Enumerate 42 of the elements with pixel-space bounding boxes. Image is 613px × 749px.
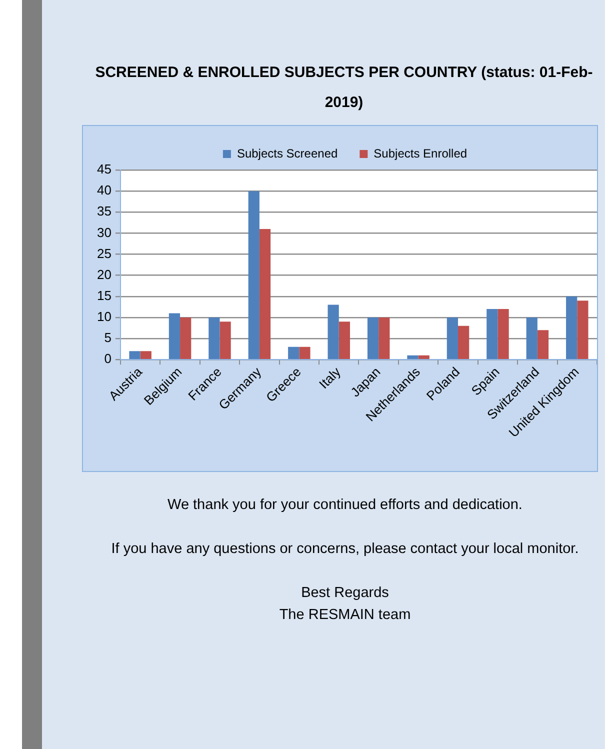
- y-tick-label: 45: [96, 162, 112, 177]
- bar: [566, 296, 578, 359]
- y-tick-label: 5: [104, 330, 112, 346]
- bar: [418, 355, 430, 359]
- legend-label: Subjects Screened: [236, 146, 338, 160]
- text: The RESMAIN team: [278, 606, 412, 625]
- bar: [208, 317, 220, 359]
- bar: [378, 317, 390, 359]
- text: Best Regards: [300, 584, 390, 603]
- bar: [486, 309, 498, 359]
- bar: [407, 355, 418, 359]
- x-tick-label: Italy: [316, 364, 344, 392]
- bar: [458, 326, 470, 359]
- chart-title: SCREENED & ENROLLED SUBJECTS PER COUNTRY (status: 01-Feb-2019): [94, 63, 594, 113]
- bar: [248, 191, 260, 359]
- y-tick-label: 0: [104, 351, 112, 366]
- bar: [168, 313, 180, 359]
- bar: [446, 317, 458, 359]
- y-tick-label: 15: [96, 288, 112, 303]
- bar: [537, 330, 549, 359]
- y-tick-label: 10: [96, 309, 112, 324]
- bar: [338, 322, 350, 359]
- bar: [526, 317, 538, 359]
- legend-label: Subjects Enrolled: [374, 146, 468, 160]
- bar: [140, 351, 152, 359]
- text: If you have any questions or concerns, please contact your local monitor.: [110, 540, 580, 559]
- bar: [180, 317, 192, 359]
- y-tick-label: 25: [96, 246, 112, 261]
- y-tick-label: 35: [96, 204, 112, 219]
- bar: [498, 309, 509, 359]
- bar: [367, 317, 379, 359]
- bar: [288, 346, 300, 359]
- bar: [577, 300, 588, 359]
- bar: [259, 228, 271, 359]
- text: We thank you for your continued efforts and dedication.: [166, 496, 524, 515]
- bar: [129, 351, 140, 359]
- y-tick-label: 20: [96, 266, 112, 282]
- bar: [299, 346, 310, 359]
- y-tick-label: 30: [96, 224, 112, 240]
- bar: [220, 322, 231, 359]
- bar: [328, 304, 339, 359]
- y-tick-label: 40: [96, 182, 112, 198]
